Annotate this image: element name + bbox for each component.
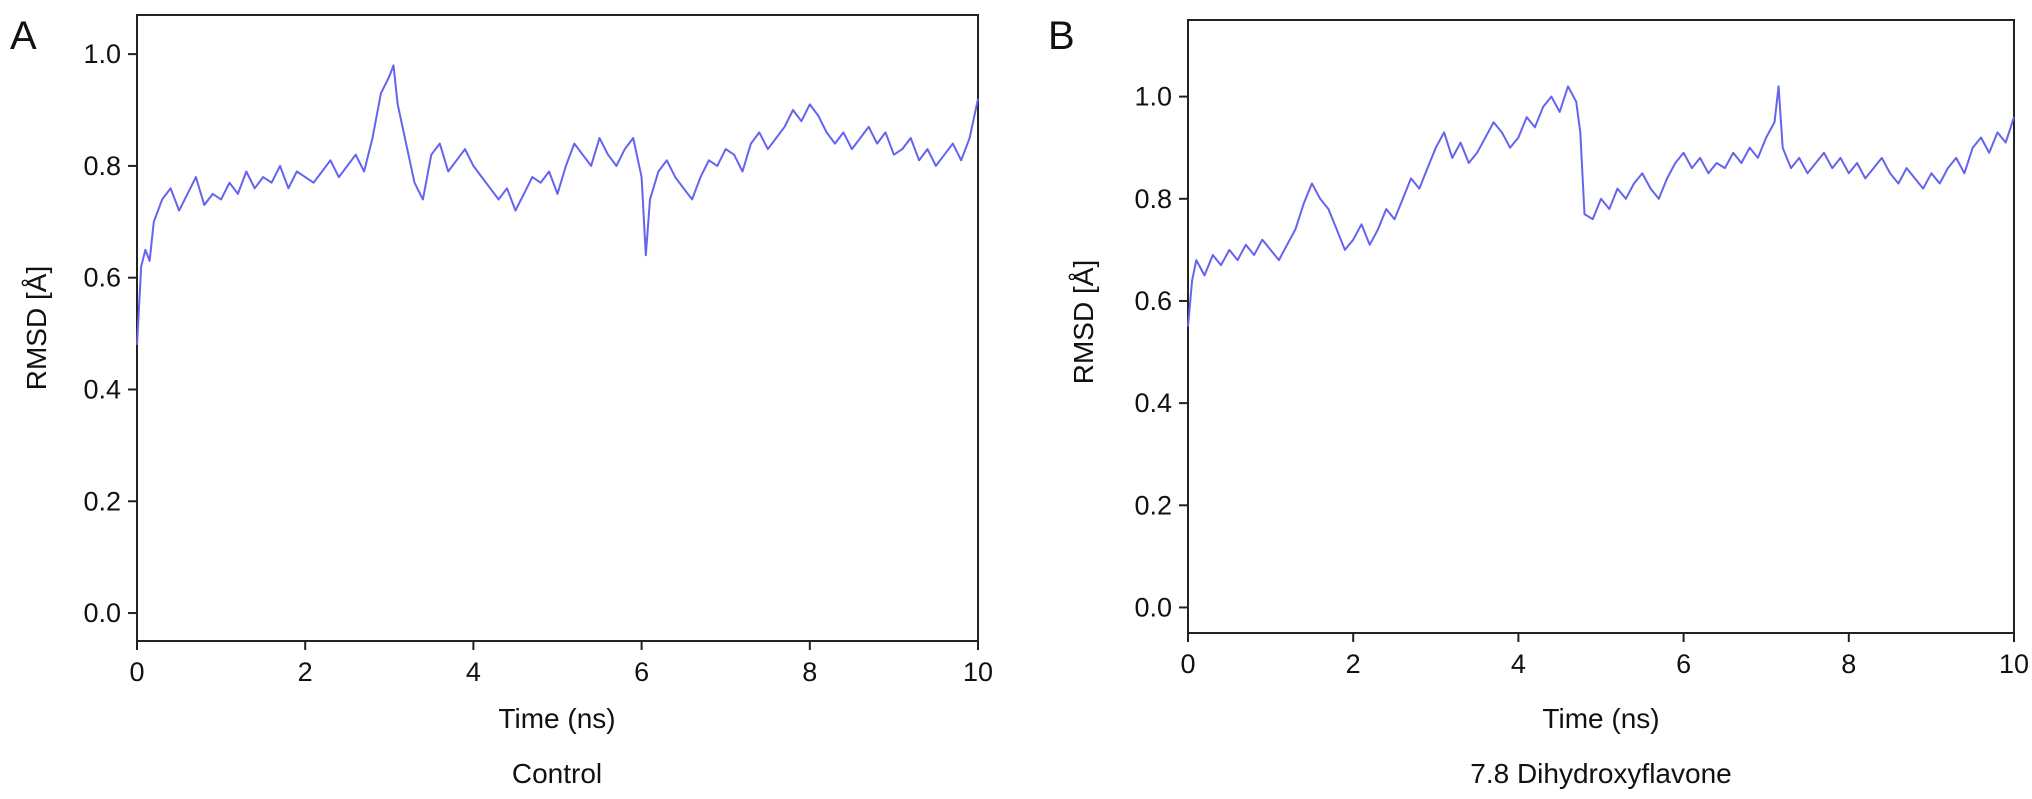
x-tick-label-a: 2 [298,657,313,687]
y-tick-label-b: 0.2 [1134,490,1172,520]
x-tick-label-b: 4 [1511,649,1526,679]
plot-frame-b [1187,19,2015,634]
plot-frame-a [136,14,979,642]
x-axis-label-a: Time (ns) [498,703,615,734]
rmsd-series-line-b [1187,85,2015,327]
x-tick-label-a: 0 [129,657,144,687]
panel-label-b: B [1048,14,1075,58]
chart-a: A 0.0 0.2 0.4 0.6 0.8 1.0 0 2 4 6 8 10 RMSD [Å] Ti… [10,14,993,789]
y-tick-label-a: 0.2 [83,486,121,516]
y-tick-label-b: 0.8 [1134,184,1172,214]
y-axis-ticks-b: 0.0 0.2 0.4 0.6 0.8 1.0 [1134,82,1188,622]
x-axis-ticks-b: 0 2 4 6 8 10 [1180,633,2029,679]
x-tick-label-b: 10 [1999,649,2029,679]
x-tick-label-b: 2 [1346,649,1361,679]
y-tick-label-b: 0.4 [1134,388,1172,418]
chart-panel-a: A 0.0 0.2 0.4 0.6 0.8 1.0 0 2 4 6 8 10 RMSD [Å] Ti… [0,0,1000,799]
x-tick-label-b: 6 [1676,649,1691,679]
y-axis-label-b: RMSD [Å] [1068,260,1099,384]
rmsd-series-line-a [136,64,979,345]
chart-b: B 0.0 0.2 0.4 0.6 0.8 1.0 0 2 4 6 8 10 RMSD [Å] Ti… [1048,14,2029,789]
caption-a: Control [512,758,602,789]
y-axis-ticks-a: 0.0 0.2 0.4 0.6 0.8 1.0 [83,39,137,628]
y-tick-label-b: 0.6 [1134,286,1172,316]
chart-panel-b: B 0.0 0.2 0.4 0.6 0.8 1.0 0 2 4 6 8 10 RMSD [Å] Ti… [1040,0,2032,799]
y-tick-label-b: 0.0 [1134,592,1172,622]
y-tick-label-a: 0.8 [83,151,121,181]
y-tick-label-b: 1.0 [1134,82,1172,112]
x-tick-label-a: 6 [634,657,649,687]
x-tick-label-a: 8 [802,657,817,687]
y-tick-label-a: 1.0 [83,39,121,69]
x-axis-ticks-a: 0 2 4 6 8 10 [129,641,993,687]
x-axis-label-b: Time (ns) [1542,703,1659,734]
x-tick-label-a: 10 [963,657,993,687]
y-axis-label-a: RMSD [Å] [21,266,52,390]
y-tick-label-a: 0.4 [83,374,121,404]
x-tick-label-b: 0 [1180,649,1195,679]
y-tick-label-a: 0.0 [83,598,121,628]
y-tick-label-a: 0.6 [83,263,121,293]
x-tick-label-a: 4 [466,657,481,687]
x-tick-label-b: 8 [1841,649,1856,679]
panel-label-a: A [10,14,37,58]
caption-b: 7.8 Dihydroxyflavone [1470,758,1731,789]
